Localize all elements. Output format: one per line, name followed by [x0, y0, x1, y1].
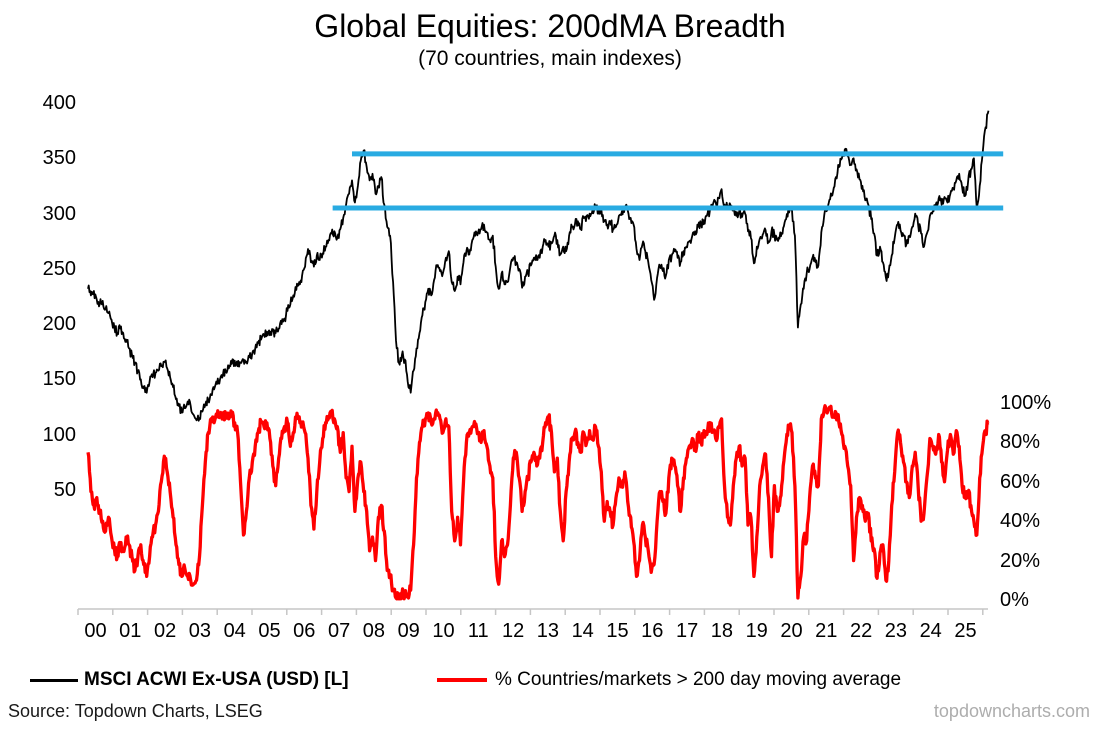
x-axis-tick-label: 17: [675, 620, 699, 642]
left-axis-tick-label: 50: [53, 478, 76, 501]
right-axis-tick-label: 60%: [1000, 470, 1041, 493]
left-axis-tick-label: 350: [42, 147, 76, 170]
x-axis-tick-label: 03: [188, 620, 212, 642]
legend-label-breadth: % Countries/markets > 200 day moving ave…: [495, 669, 902, 690]
x-axis-tick-label: 21: [815, 620, 838, 642]
x-axis-tick-label: 19: [745, 620, 768, 642]
x-axis-tick-label: 18: [710, 620, 734, 642]
x-axis-tick-label: 16: [641, 620, 664, 642]
x-axis-tick-label: 05: [258, 620, 281, 642]
left-axis-tick-label: 250: [42, 257, 76, 280]
left-axis-tick-label: 200: [42, 313, 76, 336]
watermark-text: topdowncharts.com: [933, 701, 1090, 721]
left-axis-tick-label: 300: [42, 202, 76, 225]
x-axis-tick-label: 06: [293, 620, 316, 642]
x-axis-tick-label: 23: [884, 620, 908, 642]
chart-subtitle: (70 countries, main indexes): [418, 47, 682, 70]
x-axis-tick-label: 04: [223, 620, 246, 642]
legend-line-breadth: [437, 678, 487, 682]
right-axis-tick-label: 100%: [1000, 392, 1052, 414]
x-axis-tick-label: 08: [362, 620, 386, 642]
x-axis-tick-label: 12: [501, 620, 525, 642]
legend-line-msci: [30, 679, 78, 682]
x-axis-tick-label: 22: [849, 620, 873, 642]
right-axis-tick-label: 20%: [1000, 549, 1041, 572]
left-axis-tick-label: 100: [42, 423, 76, 446]
x-axis-tick-label: 13: [536, 620, 560, 642]
source-text: Source: Topdown Charts, LSEG: [8, 701, 263, 721]
right-axis-tick-label: 0%: [1000, 589, 1029, 611]
x-axis-tick-label: 00: [84, 620, 107, 642]
right-axis-tick-label: 80%: [1000, 431, 1041, 454]
x-axis-tick-label: 10: [432, 620, 455, 642]
series-msci-acwi-line: [87, 110, 990, 422]
right-axis-tick-label: 40%: [1000, 510, 1041, 533]
x-axis-tick-label: 15: [606, 620, 629, 642]
series-breadth-line: [86, 404, 990, 601]
x-axis-tick-label: 07: [327, 620, 351, 642]
x-axis-tick-label: 09: [397, 620, 420, 642]
left-axis-tick-label: 150: [42, 368, 76, 391]
x-axis-tick-label: 02: [153, 620, 177, 642]
x-axis-tick-label: 14: [571, 620, 594, 642]
x-axis-tick-label: 11: [467, 620, 489, 642]
x-axis-tick-label: 01: [119, 620, 142, 642]
legend-label-msci: MSCI ACWI Ex-USA (USD) [L]: [84, 669, 349, 690]
x-axis-tick-label: 24: [919, 620, 942, 642]
x-axis-tick-label: 20: [780, 620, 803, 642]
chart-title: Global Equities: 200dMA Breadth: [314, 8, 786, 44]
x-axis-tick-label: 25: [954, 620, 977, 642]
left-axis-tick-label: 400: [42, 92, 76, 114]
